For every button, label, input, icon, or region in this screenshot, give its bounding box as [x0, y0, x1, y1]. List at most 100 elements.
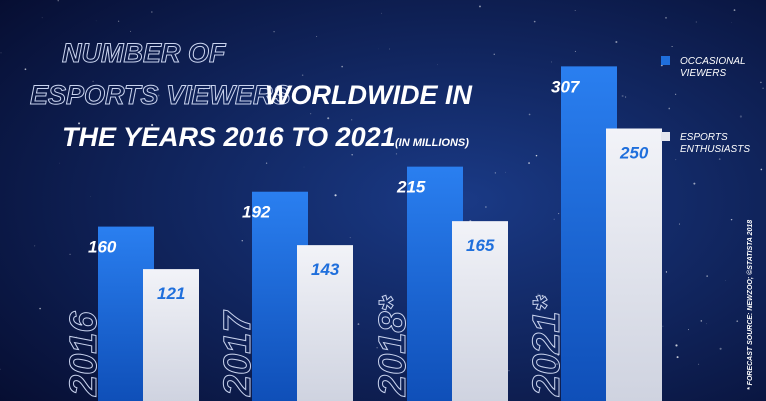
star	[479, 5, 481, 8]
legend-label: ESPORTS ENTHUSIASTS	[680, 132, 750, 155]
star	[668, 107, 671, 110]
star	[301, 74, 304, 76]
star	[151, 123, 154, 127]
legend-label: OCCASIONAL VIEWERS	[680, 56, 746, 79]
star	[494, 172, 497, 174]
legend-swatch	[661, 56, 670, 65]
star	[574, 9, 576, 11]
star	[389, 48, 391, 50]
value-label: 121	[157, 284, 185, 303]
star	[760, 168, 763, 171]
star	[508, 370, 510, 372]
bar	[143, 269, 199, 401]
star	[730, 218, 733, 221]
star	[557, 353, 560, 356]
star	[41, 17, 43, 19]
star	[675, 93, 677, 95]
star	[718, 158, 721, 160]
star	[665, 16, 667, 19]
star	[530, 359, 532, 361]
star	[719, 347, 722, 350]
star	[706, 323, 707, 325]
star	[760, 81, 762, 84]
star	[706, 275, 708, 277]
star	[203, 88, 205, 90]
star	[537, 293, 539, 295]
star	[731, 22, 732, 23]
subtitle: (IN MILLIONS)	[395, 137, 469, 149]
star	[675, 344, 678, 347]
star	[676, 356, 679, 359]
star	[528, 162, 530, 165]
star	[316, 36, 318, 38]
star	[665, 271, 668, 273]
star	[57, 0, 60, 2]
star	[349, 237, 351, 239]
star	[693, 182, 696, 185]
star	[700, 320, 703, 322]
star	[541, 294, 544, 298]
chart-title: THE YEARS 2016 TO 2021	[62, 122, 396, 152]
star	[92, 80, 94, 82]
value-label: 250	[619, 144, 649, 163]
star	[671, 46, 673, 47]
star	[0, 52, 2, 54]
bar	[606, 128, 662, 401]
star	[535, 154, 538, 157]
value-label: 165	[466, 236, 495, 255]
star	[698, 363, 700, 365]
star	[381, 12, 382, 14]
star	[341, 65, 343, 68]
star	[625, 96, 627, 98]
star	[762, 87, 764, 89]
star	[662, 325, 664, 327]
legend-swatch	[661, 132, 670, 141]
star	[241, 239, 243, 242]
source: * FORECAST SOURCE: NEWZOO; ©STATISTA 201…	[746, 220, 754, 390]
star	[32, 92, 33, 94]
star	[538, 308, 540, 310]
star	[615, 40, 618, 43]
star	[493, 53, 495, 55]
title-outline: NUMBER OF	[62, 38, 227, 68]
star	[24, 68, 27, 71]
star	[157, 94, 160, 97]
value-label: 192	[242, 203, 271, 222]
star	[736, 320, 739, 322]
star	[78, 122, 81, 125]
star	[621, 95, 624, 98]
star	[675, 159, 677, 161]
star	[504, 171, 506, 173]
star	[695, 21, 697, 23]
star	[310, 113, 312, 115]
star	[733, 9, 736, 11]
star	[688, 329, 690, 331]
bar	[452, 221, 508, 401]
star	[265, 162, 268, 164]
star	[39, 307, 41, 310]
value-label: 160	[88, 238, 117, 257]
star	[0, 368, 1, 370]
title-outline: ESPORTS VIEWERS	[30, 80, 291, 110]
star	[34, 245, 36, 247]
value-label: 307	[551, 77, 581, 96]
star	[69, 253, 71, 255]
star	[739, 115, 742, 118]
star	[334, 194, 337, 197]
star	[553, 218, 555, 220]
star	[378, 48, 380, 50]
star	[558, 213, 560, 215]
star	[351, 119, 353, 121]
star	[327, 117, 330, 120]
star	[151, 11, 153, 13]
star	[556, 363, 558, 366]
star	[449, 140, 451, 142]
star	[357, 323, 360, 325]
value-label: 143	[311, 260, 340, 279]
chart-title: WORLDWIDE IN	[265, 80, 472, 110]
star	[130, 30, 132, 32]
star	[485, 206, 487, 208]
star	[725, 280, 727, 281]
bar	[297, 245, 353, 401]
